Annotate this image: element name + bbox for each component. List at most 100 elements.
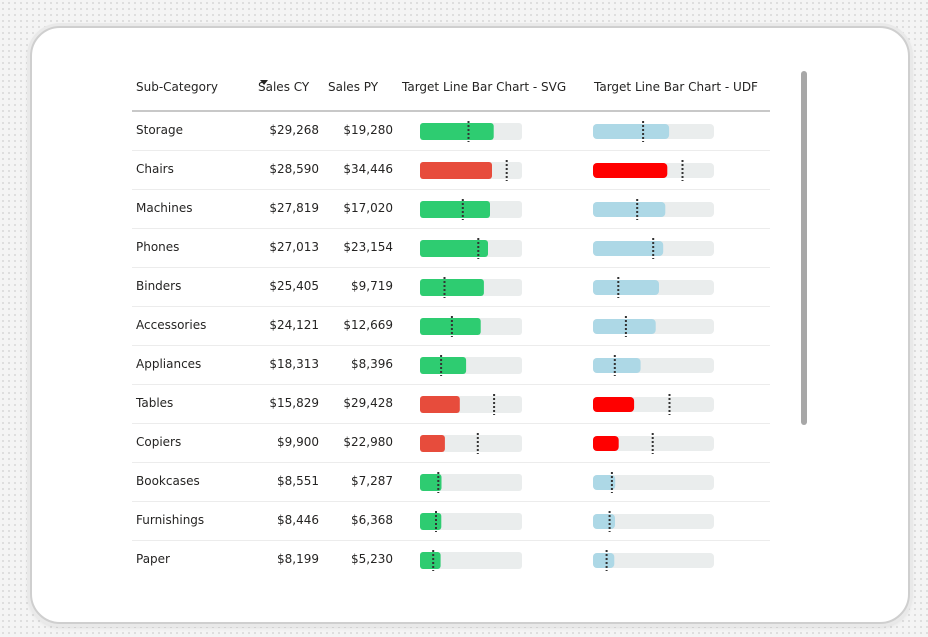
target-bar-udf	[593, 433, 714, 454]
bar-track	[420, 552, 522, 569]
sales-cy-bar	[420, 396, 460, 413]
target-bar-svg	[420, 277, 522, 298]
sales-py-cell: $34,446	[343, 162, 393, 176]
sales-cy-cell: $8,551	[277, 474, 319, 488]
bar-track	[420, 474, 522, 491]
sales-py-cell: $19,280	[343, 123, 393, 137]
sub-category-cell: Bookcases	[136, 474, 200, 488]
target-bar-svg	[420, 433, 522, 454]
sales-cy-cell: $27,013	[269, 240, 319, 254]
table-row[interactable]: Binders $25,405 $9,719	[132, 268, 770, 307]
sales-cy-bar	[593, 280, 659, 295]
sub-category-cell: Furnishings	[136, 513, 205, 527]
target-bar-svg	[420, 355, 522, 376]
bar-track	[593, 553, 714, 568]
sub-category-cell: Chairs	[136, 162, 174, 176]
target-bar-udf	[593, 511, 714, 532]
sales-cy-bar	[593, 241, 664, 256]
sales-cy-cell: $18,313	[269, 357, 319, 371]
target-bar-udf	[593, 121, 714, 142]
sales-cy-cell: $25,405	[269, 279, 319, 293]
header-target-line-svg[interactable]: Target Line Bar Chart - SVG	[402, 80, 567, 94]
sales-cy-bar	[593, 514, 615, 529]
sub-category-cell: Phones	[136, 240, 180, 254]
target-bar-udf	[593, 316, 714, 337]
target-bar-udf	[593, 550, 714, 571]
header-target-line-udf[interactable]: Target Line Bar Chart - UDF	[594, 80, 758, 94]
target-bar-svg	[420, 511, 522, 532]
target-bar-udf	[593, 394, 714, 415]
sales-cy-bar	[420, 318, 481, 335]
sub-category-cell: Binders	[136, 279, 182, 293]
header-sub-category[interactable]: Sub-Category	[136, 80, 218, 94]
target-bar-svg	[420, 121, 522, 142]
sub-category-cell: Paper	[136, 552, 170, 566]
sub-category-cell: Storage	[136, 123, 183, 137]
vertical-scrollbar[interactable]	[801, 71, 807, 425]
sales-cy-bar	[420, 357, 467, 374]
table-row[interactable]: Bookcases $8,551 $7,287	[132, 463, 770, 502]
target-bar-udf	[593, 472, 714, 493]
target-bar-udf	[593, 355, 714, 376]
table-body: Storage $29,268 $19,280 Chairs $28,590 $34,44…	[132, 112, 770, 579]
table-row[interactable]: Chairs $28,590 $34,446	[132, 151, 770, 190]
sales-cy-cell: $27,819	[269, 201, 319, 215]
sales-py-cell: $23,154	[343, 240, 393, 254]
bar-track	[420, 435, 522, 452]
table-row[interactable]: Copiers $9,900 $22,980	[132, 424, 770, 463]
target-bar-svg	[420, 394, 522, 415]
target-bar-svg	[420, 160, 522, 181]
table-row[interactable]: Tables $15,829 $29,428	[132, 385, 770, 424]
sales-cy-bar	[593, 358, 641, 373]
header-sales-py[interactable]: Sales PY	[328, 80, 379, 94]
table-row[interactable]: Accessories $24,121 $12,669	[132, 307, 770, 346]
bar-track	[593, 514, 714, 529]
sales-py-cell: $8,396	[351, 357, 393, 371]
table-row[interactable]: Machines $27,819 $17,020	[132, 190, 770, 229]
table-row[interactable]: Paper $8,199 $5,230	[132, 541, 770, 579]
sales-cy-bar	[593, 319, 656, 334]
target-bar-svg	[420, 472, 522, 493]
sales-cy-bar	[593, 553, 615, 568]
table-row[interactable]: Furnishings $8,446 $6,368	[132, 502, 770, 541]
sales-cy-bar	[593, 124, 670, 139]
table-header: Sub-Category Sales CY Sales PY Target Li…	[132, 80, 770, 112]
sales-cy-bar	[593, 436, 619, 451]
table-row[interactable]: Appliances $18,313 $8,396	[132, 346, 770, 385]
sales-cy-bar	[593, 163, 668, 178]
sub-category-cell: Tables	[136, 396, 174, 410]
sales-py-cell: $7,287	[351, 474, 393, 488]
sales-cy-cell: $24,121	[269, 318, 319, 332]
bar-track	[593, 436, 714, 451]
sales-cy-bar	[420, 552, 441, 569]
target-bar-svg	[420, 238, 522, 259]
sales-cy-bar	[593, 397, 635, 412]
sales-cy-bar	[420, 513, 442, 530]
target-bar-udf	[593, 277, 714, 298]
sales-py-cell: $12,669	[343, 318, 393, 332]
sales-table: Sub-Category Sales CY Sales PY Target Li…	[132, 80, 770, 579]
sales-py-cell: $5,230	[351, 552, 393, 566]
sales-cy-bar	[420, 435, 445, 452]
sales-py-cell: $22,980	[343, 435, 393, 449]
sub-category-cell: Accessories	[136, 318, 207, 332]
table-row[interactable]: Phones $27,013 $23,154	[132, 229, 770, 268]
sales-cy-cell: $8,199	[277, 552, 319, 566]
sales-py-cell: $6,368	[351, 513, 393, 527]
sales-cy-bar	[420, 474, 442, 491]
bar-track	[420, 513, 522, 530]
sort-descending-icon[interactable]	[260, 80, 268, 85]
sales-py-cell: $9,719	[351, 279, 393, 293]
sales-cy-cell: $15,829	[269, 396, 319, 410]
sales-cy-bar	[593, 475, 616, 490]
table-row[interactable]: Storage $29,268 $19,280	[132, 112, 770, 151]
sales-cy-bar	[420, 279, 484, 296]
target-bar-udf	[593, 160, 714, 181]
target-bar-svg	[420, 550, 522, 571]
header-sales-cy[interactable]: Sales CY	[258, 80, 310, 94]
bar-track	[593, 475, 714, 490]
sales-cy-bar	[593, 202, 666, 217]
sales-cy-cell: $29,268	[269, 123, 319, 137]
sales-cy-cell: $9,900	[277, 435, 319, 449]
target-bar-udf	[593, 238, 714, 259]
